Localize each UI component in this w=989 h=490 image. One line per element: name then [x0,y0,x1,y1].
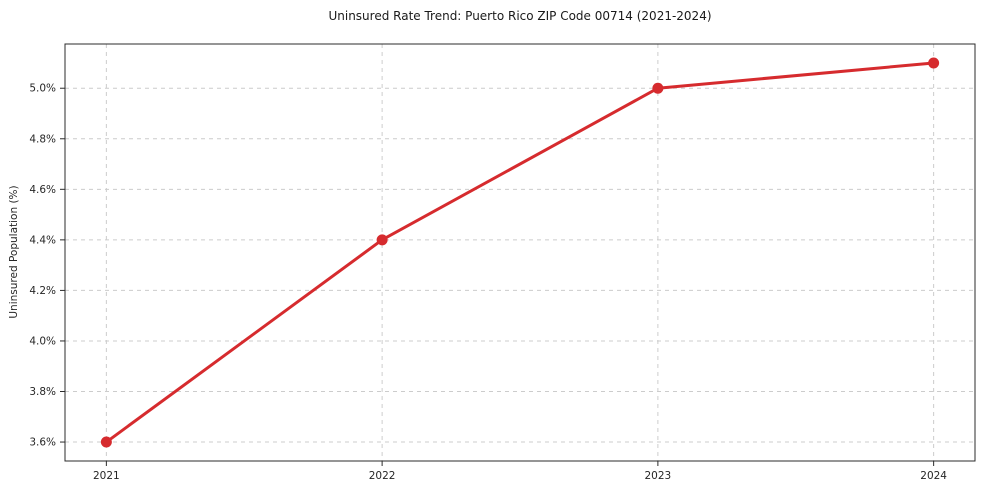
y-tick-label: 3.8% [29,386,56,398]
x-tick-label: 2024 [920,470,947,482]
x-tick-label: 2021 [93,470,120,482]
data-point [100,436,112,448]
y-tick-label: 4.2% [29,285,56,297]
data-point [928,57,940,69]
x-tick-label: 2023 [645,470,672,482]
y-tick-label: 4.6% [29,184,56,196]
x-tick-label: 2022 [369,470,396,482]
y-tick-label: 4.0% [29,335,56,347]
y-tick-label: 4.8% [29,133,56,145]
y-tick-label: 5.0% [29,83,56,95]
plot-border [64,43,976,462]
y-tick-label: 4.4% [29,234,56,246]
trend-line [104,61,936,444]
y-tick-label: 3.6% [29,437,56,449]
chart-title: Uninsured Rate Trend: Puerto Rico ZIP Co… [328,9,712,23]
data-point [376,234,388,246]
data-point [652,82,664,94]
